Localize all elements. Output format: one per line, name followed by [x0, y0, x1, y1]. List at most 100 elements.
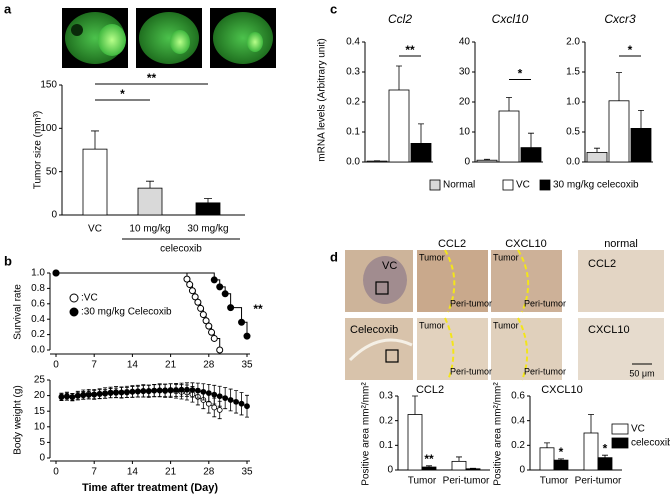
survival-marker [202, 317, 210, 325]
y-tick-label: 10 [34, 421, 46, 432]
weight-marker [178, 386, 185, 393]
weight-marker [222, 395, 229, 401]
y-tick-label: 0.6 [31, 298, 45, 309]
weight-marker [200, 388, 207, 395]
y-tick-label: 0 [464, 157, 470, 168]
y-tick-label: 15 [34, 406, 46, 417]
survival-marker [194, 298, 202, 306]
bar [388, 89, 410, 163]
legend-swatch [611, 437, 629, 449]
error-bar [456, 456, 462, 462]
legend-swatch [539, 179, 551, 191]
y-axis-label: Survival rate [13, 284, 24, 340]
x-tick-label: 28 [203, 360, 215, 371]
significance: * [518, 67, 523, 81]
x-tick-label: Peri-tumor [575, 476, 622, 487]
survival-marker [227, 304, 235, 312]
y-tick-label: 0.4 [346, 37, 360, 48]
x-tick-label: 30 mg/kg [187, 224, 228, 235]
y-tick-label: 150 [40, 80, 57, 91]
weight-marker [74, 393, 81, 399]
y-tick-label: 20 [34, 390, 46, 401]
error-bar [602, 454, 608, 458]
y-tick-label: 0.8 [31, 283, 45, 294]
y-tick-label: 50 [46, 166, 58, 177]
legend-swatch [611, 423, 629, 435]
normal-label: CCL2 [588, 258, 616, 270]
x-tick-label: 10 mg/kg [129, 224, 170, 235]
error-bar [588, 414, 594, 433]
y-axis-label: Positive area mm²/mm² [493, 382, 504, 486]
survival-marker [205, 322, 213, 330]
x-tick-label: Tumor [540, 476, 569, 487]
bar [476, 159, 498, 163]
weight-marker [96, 391, 103, 397]
y-tick-label: 40 [459, 37, 471, 48]
error-bar [594, 147, 600, 153]
legend-label: celecoxib [631, 438, 670, 449]
y-tick-label: 0 [39, 453, 45, 464]
subplot-title: CXCL10 [541, 384, 583, 396]
bar [195, 202, 221, 216]
weight-marker [64, 393, 70, 400]
y-tick-label: 0.0 [566, 157, 580, 168]
weight-marker [173, 387, 179, 393]
region-label: Peri-tumor [524, 298, 566, 308]
y-tick-label: 2.0 [566, 37, 580, 48]
error-bar [426, 465, 432, 468]
weight-marker [216, 407, 223, 413]
y-tick-label: 30 [459, 67, 471, 78]
weight-marker [129, 388, 136, 395]
error-bar [558, 458, 564, 461]
legend-label: Normal [443, 180, 475, 191]
region-label: Tumor [493, 252, 519, 262]
x-tick-label: VC [88, 224, 102, 235]
weight-marker [113, 389, 119, 396]
weight-marker [233, 398, 239, 405]
legend-swatch [502, 179, 514, 191]
y-tick-label: 1.5 [566, 67, 580, 78]
weight-marker [140, 388, 147, 395]
x-tick-label: 21 [165, 467, 177, 478]
significance: ** [147, 71, 157, 85]
legend-label: VC [516, 180, 530, 191]
bar [608, 100, 630, 163]
bar [630, 127, 652, 163]
y-tick-label: 0 [51, 210, 57, 221]
legend-label: 30 mg/kg celecoxib [553, 180, 639, 191]
region-label: Tumor [419, 320, 445, 330]
weight-marker [118, 389, 125, 396]
bar [597, 457, 613, 471]
x-tick-label: 7 [91, 467, 97, 478]
bar [586, 151, 608, 163]
y-tick-label: 0.3 [346, 67, 360, 78]
weight-marker [184, 386, 190, 393]
x-tick-label: 14 [127, 467, 139, 478]
y-tick-label: 0 [387, 465, 393, 476]
y-tick-label: 0.0 [346, 157, 360, 168]
y-tick-label: 100 [40, 123, 57, 134]
error-bar [506, 97, 512, 111]
column-label: CXCL10 [505, 238, 547, 250]
y-tick-label: 0 [519, 465, 525, 476]
weight-marker [107, 390, 114, 397]
legend-marker [69, 307, 79, 317]
survival-marker [188, 287, 196, 295]
y-tick-label: 0.2 [511, 440, 525, 451]
micrographs [345, 249, 664, 381]
error-bar [418, 123, 424, 144]
region-label: Peri-tumor [450, 298, 492, 308]
weight-marker [91, 391, 98, 398]
error-bar [91, 130, 99, 150]
y-tick-label: 10 [459, 127, 471, 138]
weight-marker [211, 404, 218, 411]
survival-marker [243, 332, 251, 340]
significance: ** [424, 452, 434, 466]
y-tick-label: 0.4 [31, 314, 45, 325]
survival-marker [210, 334, 218, 342]
y-axis-label: Positive area mm²/mm² [361, 382, 372, 486]
panel-label: b [4, 253, 12, 268]
survival-marker [216, 346, 224, 354]
weight-marker [167, 387, 174, 393]
legend-label: VC [631, 424, 645, 435]
